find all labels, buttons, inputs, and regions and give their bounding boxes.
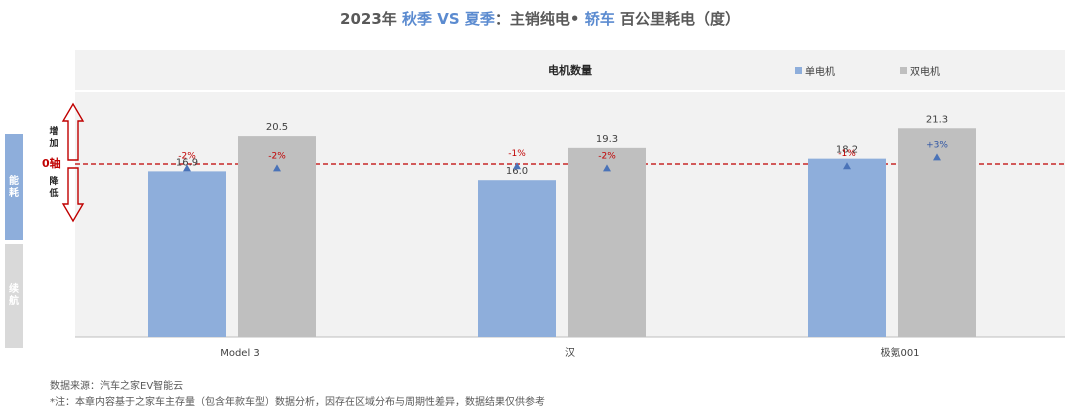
- bar-value-label: 16.9: [176, 157, 198, 168]
- change-marker: [933, 153, 941, 161]
- decrease-label: 降低: [49, 177, 59, 199]
- change-label: -2%: [178, 151, 196, 161]
- category-tick-label: Model 3: [220, 348, 260, 359]
- legend-label-single: 单电机: [805, 65, 835, 78]
- change-marker: [843, 162, 851, 170]
- bar: [568, 147, 646, 337]
- title-mid: ：主销纯电•: [494, 10, 585, 28]
- title-unit: 百公里耗电（度）: [614, 10, 740, 28]
- category-tick-label: 极氪001: [880, 346, 919, 359]
- bar: [478, 180, 556, 337]
- legend-label-dual: 双电机: [910, 65, 940, 78]
- zero-axis-label: 0轴: [42, 157, 61, 170]
- decrease-arrow-icon: [61, 167, 85, 223]
- title-season: 秋季 VS 夏季: [402, 10, 495, 28]
- change-label: +3%: [926, 140, 948, 150]
- bar-value-label: 20.5: [266, 122, 288, 133]
- increase-label: 增加: [49, 127, 59, 149]
- title-year: 2023年: [340, 10, 403, 28]
- change-marker: [603, 164, 611, 172]
- change-label: -1%: [508, 149, 526, 159]
- bar-value-label: 19.3: [596, 134, 618, 145]
- change-label: -2%: [268, 151, 286, 161]
- chart-title: 2023年 秋季 VS 夏季：主销纯电• 轿车 百公里耗电（度）: [0, 8, 1080, 29]
- header-label: 电机数量: [548, 63, 592, 77]
- bar: [898, 128, 976, 337]
- bar: [148, 171, 226, 337]
- change-marker: [513, 162, 521, 170]
- increase-arrow-icon: [61, 102, 85, 161]
- disclaimer-note: *注：本章内容基于之家车主存量（包含年款车型）数据分析，因存在区域分布与周期性差…: [50, 397, 545, 408]
- change-marker: [273, 164, 281, 172]
- bar-value-label: 16.0: [506, 166, 528, 177]
- range-side-bar: [5, 244, 23, 348]
- change-label: -1%: [838, 149, 856, 159]
- bar-value-label: 18.2: [836, 145, 858, 156]
- title-vehicle: 轿车: [584, 10, 615, 28]
- energy-side-bar: [5, 134, 23, 240]
- source-note: 数据来源：汽车之家EV智能云: [50, 381, 184, 392]
- legend-swatch-single: [795, 67, 802, 74]
- bar-value-label: 21.3: [926, 114, 948, 125]
- bar: [808, 158, 886, 337]
- range-side-label: 续航: [9, 284, 19, 307]
- legend-swatch-dual: [900, 67, 907, 74]
- change-marker: [183, 164, 191, 172]
- change-label: -2%: [598, 151, 616, 161]
- energy-side-label: 能耗: [9, 176, 19, 199]
- category-tick-label: 汉: [565, 347, 575, 359]
